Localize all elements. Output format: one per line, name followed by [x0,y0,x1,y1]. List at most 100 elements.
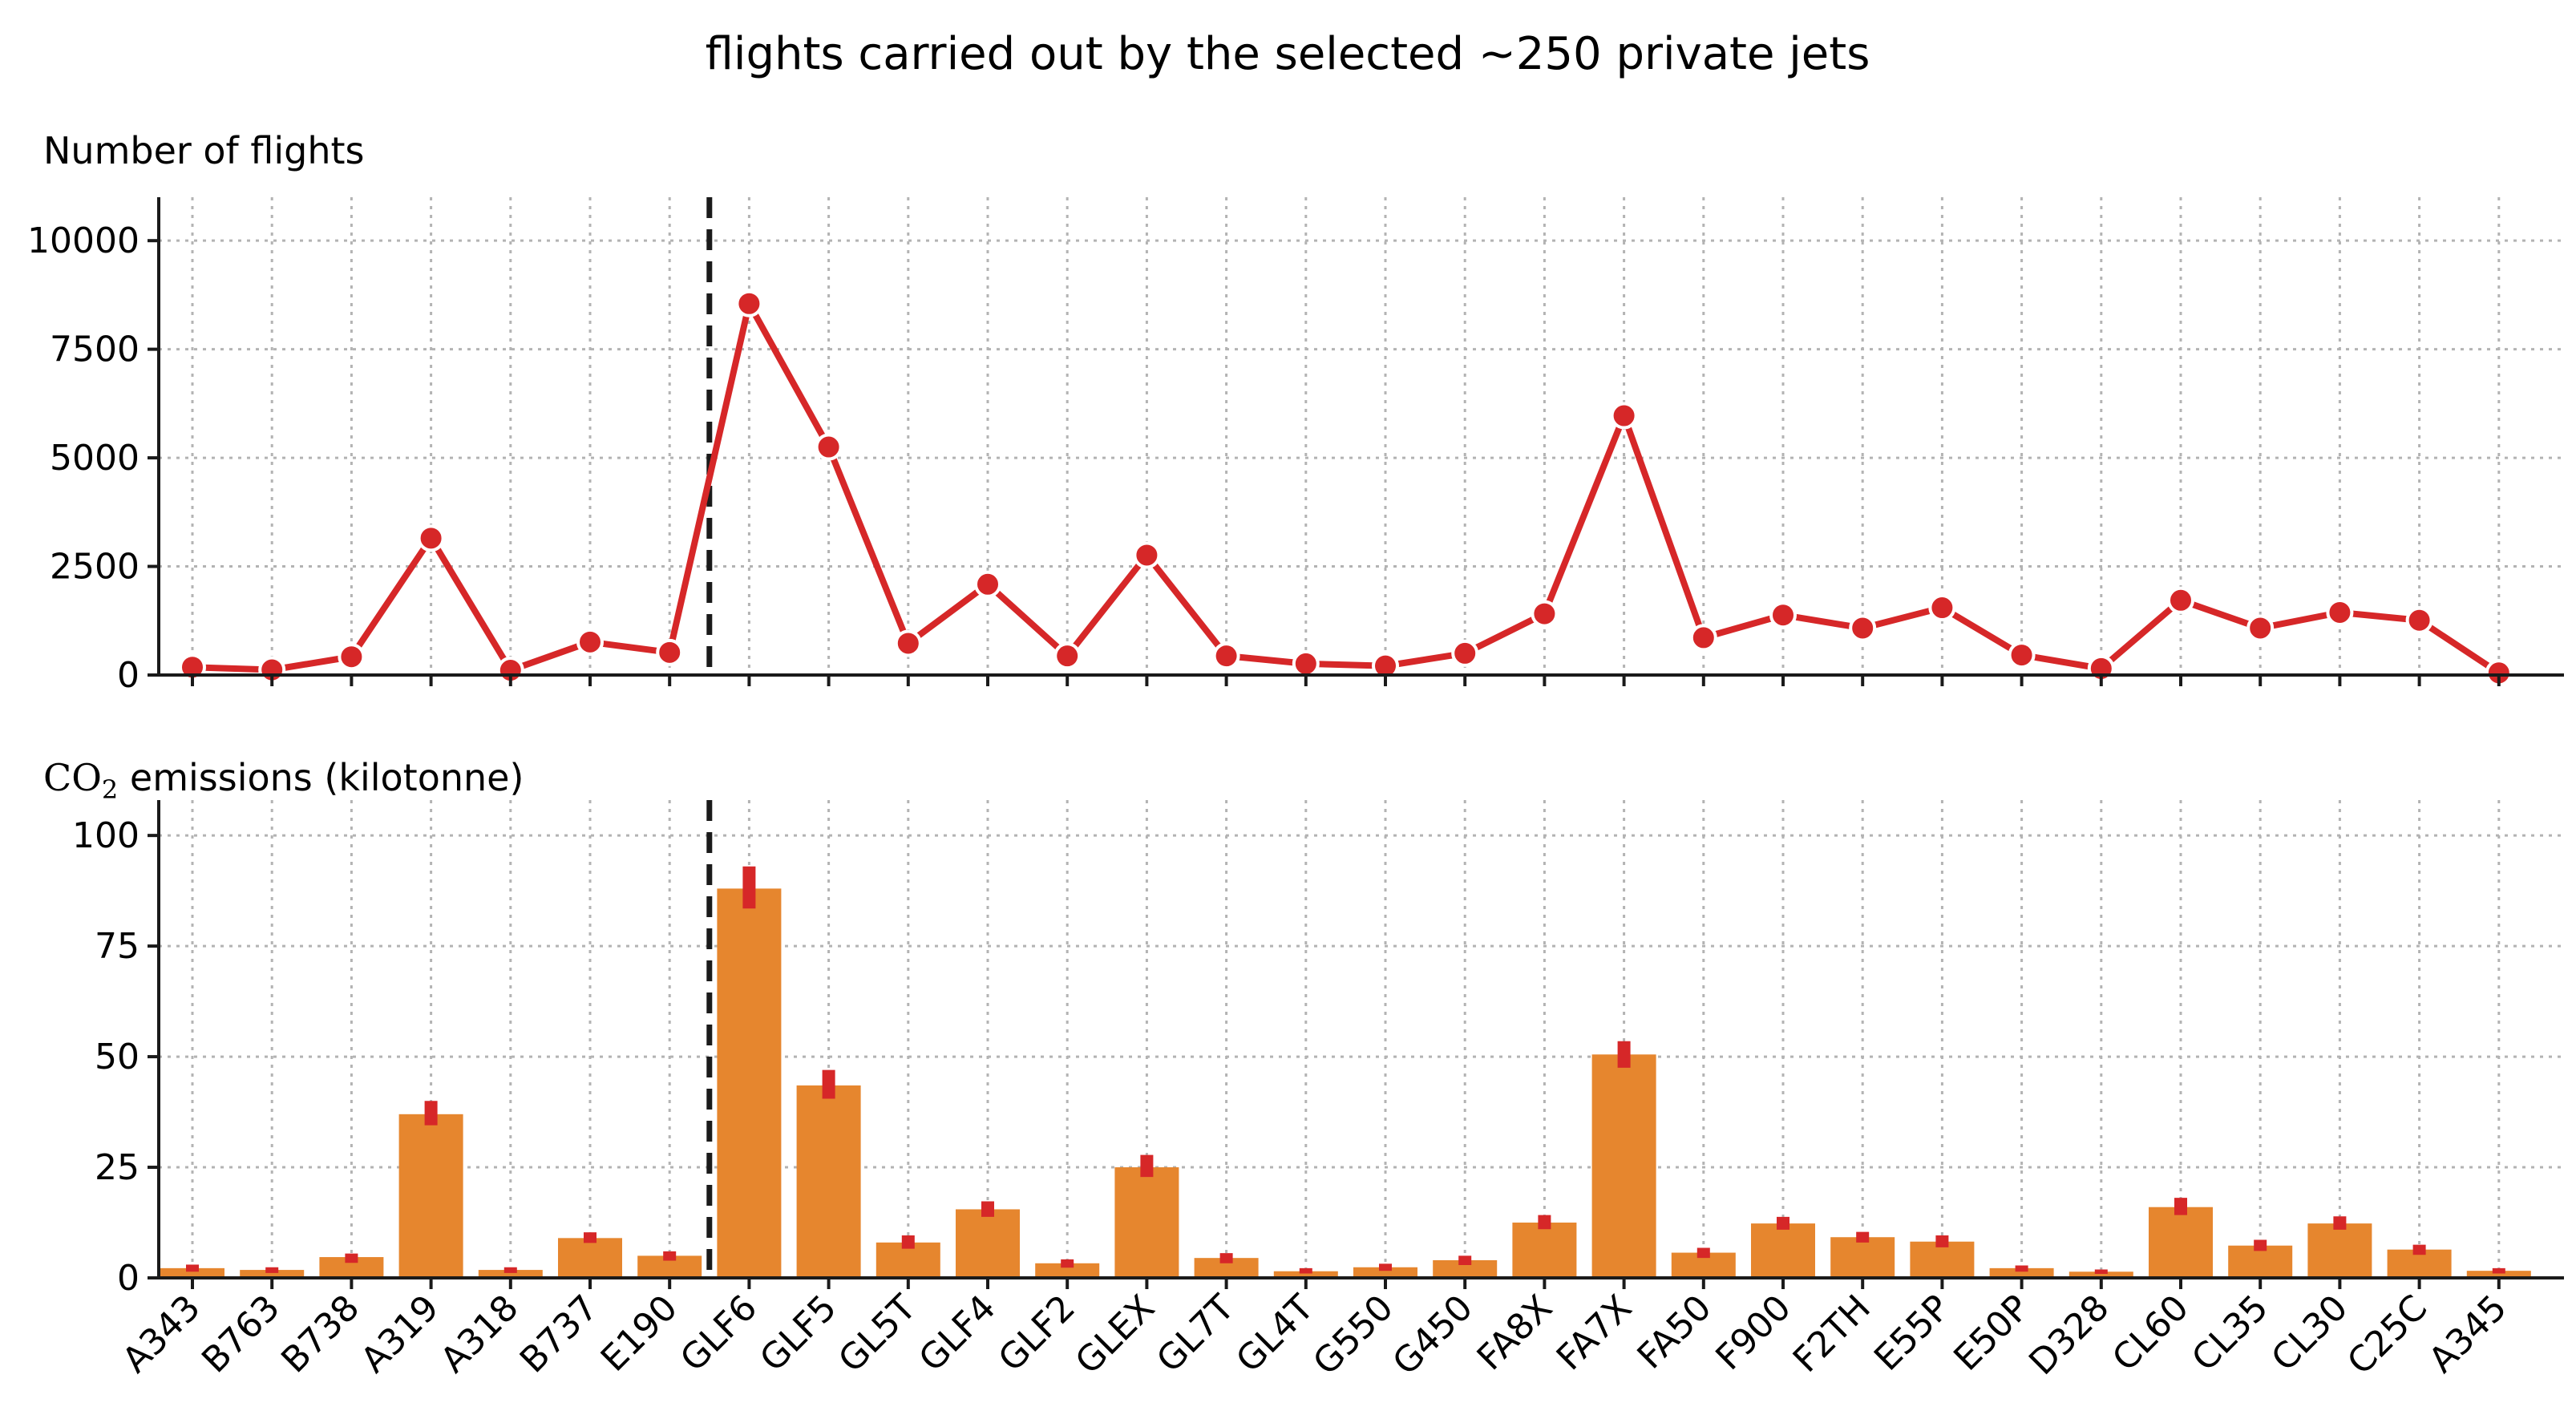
emission-bar [1910,1241,1975,1278]
x-tick-label: CL35 [2184,1288,2276,1380]
x-tick-label: GLEX [1068,1288,1163,1382]
x-tick-label: A319 [354,1288,447,1381]
emission-bar [796,1085,861,1278]
emission-bar [717,888,782,1278]
x-tick-label: E190 [593,1288,685,1380]
emission-bar [1830,1237,1895,1278]
flight-point [2405,606,2433,634]
x-tick-label: GL5T [831,1288,924,1381]
flight-point [974,570,1001,598]
co2-subscript: 2 [102,774,118,805]
x-tick-label: GLF2 [991,1288,1083,1380]
y-tick-label: 25 [95,1147,140,1188]
chart-title: flights carried out by the selected ~250… [706,28,1870,80]
x-tick-label: F2TH [1785,1288,1878,1381]
top-y-ticks: 0 2500 5000 7500 10000 [27,220,159,696]
bottom-axes [157,800,2564,1279]
x-tick-label: E50P [1946,1288,2037,1379]
emission-bar [1273,1271,1338,1278]
y-tick-label: 2500 [50,547,140,588]
x-tick-label: F900 [1708,1288,1798,1378]
emission-bar [160,1267,224,1278]
bottom-y-axis-label: CO2 emissions (kilotonne) [43,756,524,805]
top-line-series [179,289,2513,687]
flight-point [417,524,445,552]
emission-bar [956,1209,1020,1278]
emission-bar [1433,1259,1498,1278]
flight-point [1769,601,1797,629]
x-tick-label: GL4T [1228,1288,1321,1381]
x-tick-label: C25C [2339,1288,2435,1383]
x-tick-label: CL30 [2263,1288,2356,1380]
flight-point [2326,598,2354,626]
emission-bar [1035,1263,1100,1278]
bottom-y-ticks: 0 25 50 75 100 [72,815,159,1299]
emission-bar [478,1270,543,1278]
emission-bar [398,1114,463,1278]
top-grid [159,197,2564,675]
x-tick-label: GLF4 [912,1288,1004,1380]
y-tick-label: 75 [95,926,140,967]
flight-point [1689,624,1717,652]
flight-point [2008,641,2036,669]
flight-point [1451,639,1479,667]
emission-bar [1591,1054,1656,1278]
x-tick-label: GLF5 [752,1288,844,1380]
flight-point [656,638,684,666]
emission-bar [1353,1267,1417,1278]
flight-point [1133,541,1161,569]
x-tick-label: A343 [115,1288,208,1381]
emission-bar [2307,1223,2372,1278]
y-tick-label: 0 [117,1258,140,1299]
emission-bar [2228,1245,2293,1278]
emission-bar [1512,1223,1577,1278]
bottom-bar-series [160,866,2531,1278]
x-tick-label: B763 [194,1288,288,1381]
flight-point [1531,600,1559,628]
flight-point [1212,642,1240,670]
x-tick-label: G450 [1385,1288,1481,1384]
x-tick-label: B738 [273,1288,367,1381]
y-tick-label: 5000 [50,438,140,479]
top-axes [157,197,2564,686]
bottom-x-ticks: A343B763B738A319A318B737E190GLF6GLF5GL5T… [115,1278,2515,1383]
x-tick-label: B737 [512,1288,606,1381]
emission-bar [1114,1167,1179,1278]
emission-bar [2466,1271,2531,1278]
flight-point [1292,649,1320,677]
flight-point [1928,594,1956,622]
y-tick-label: 7500 [50,329,140,370]
x-tick-label: FA7X [1549,1288,1640,1379]
emission-bar [2068,1271,2133,1278]
flight-point [576,628,604,656]
flight-point [1849,614,1877,642]
flight-point [1610,402,1638,430]
flight-point [338,643,366,671]
x-tick-label: FA8X [1470,1288,1561,1379]
bottom-grid [159,800,2564,1278]
x-tick-label: GL7T [1149,1288,1242,1381]
x-tick-label: G550 [1305,1288,1401,1384]
emission-bar [240,1270,305,1278]
co2-chem-symbol: CO [43,756,102,799]
top-y-axis-label: Number of flights [43,129,364,172]
x-tick-label: A318 [433,1288,527,1381]
x-tick-label: D328 [2021,1288,2117,1383]
flight-point [815,433,843,461]
x-tick-label: CL60 [2105,1288,2197,1380]
x-tick-label: FA50 [1630,1288,1720,1377]
emission-bar [1751,1223,1815,1278]
x-tick-label: E55P [1866,1288,1958,1379]
y-tick-label: 100 [72,815,140,856]
flight-point [1053,642,1082,670]
bottom-label-rest: emissions (kilotonne) [118,756,524,799]
y-tick-label: 10000 [27,220,140,261]
flight-point [2246,614,2275,642]
emission-bar [1989,1267,2054,1278]
emission-bar [2149,1207,2213,1278]
x-tick-label: GLF6 [673,1288,765,1380]
x-tick-label: A345 [2421,1288,2515,1381]
flight-point [894,629,922,657]
y-tick-label: 0 [117,655,140,696]
